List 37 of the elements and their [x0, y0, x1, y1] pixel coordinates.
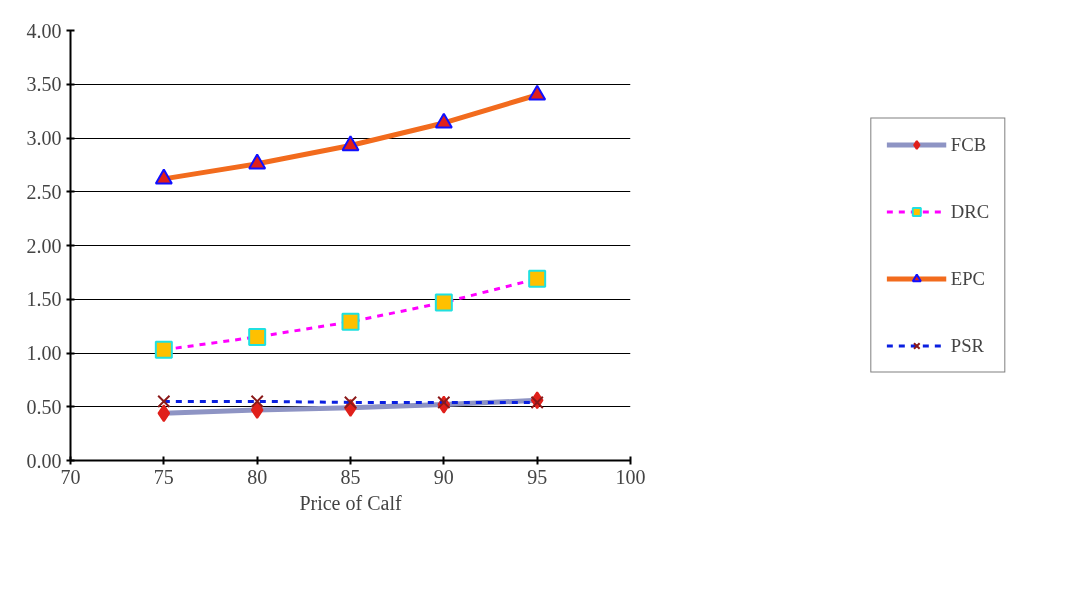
y-tick-label: 1.00 — [26, 342, 62, 364]
legend-label: FCB — [950, 133, 987, 156]
point — [154, 340, 173, 359]
x-tick-label: 70 — [60, 465, 81, 488]
y-tick-label: 3.50 — [26, 73, 62, 96]
y-tick-label: 0.50 — [26, 395, 62, 418]
point — [528, 269, 547, 288]
point — [530, 395, 544, 410]
x-tick-label: 80 — [247, 465, 268, 488]
point — [434, 112, 453, 129]
y-tick-label: 3.00 — [26, 127, 62, 149]
point — [437, 395, 451, 410]
y-tick-label: 2.00 — [26, 234, 62, 257]
point — [157, 404, 171, 423]
point — [528, 84, 547, 101]
point — [248, 327, 267, 346]
y-tick-label: 1.50 — [26, 288, 62, 311]
x-tick-label: 100 — [615, 465, 646, 488]
x-tick-label: 75 — [153, 465, 174, 488]
x-axis-title: Price of Calf — [299, 491, 402, 514]
legend-label: PSR — [950, 334, 985, 357]
y-tick-label: 2.50 — [26, 180, 62, 203]
x-tick-label: 85 — [340, 465, 361, 488]
x-tick-label: 90 — [433, 465, 454, 488]
point — [341, 312, 360, 331]
legend-label: EPC — [950, 267, 986, 290]
y-tick-label: 0.00 — [26, 449, 62, 472]
point — [343, 395, 358, 410]
point — [341, 135, 360, 152]
point — [250, 394, 264, 409]
point — [154, 168, 173, 185]
legend-label: DRC — [950, 200, 990, 223]
y-tick-label: 4.00 — [26, 19, 62, 42]
x-tick-label: 95 — [527, 465, 548, 488]
point — [434, 293, 453, 312]
point — [248, 153, 267, 170]
point — [157, 394, 171, 409]
